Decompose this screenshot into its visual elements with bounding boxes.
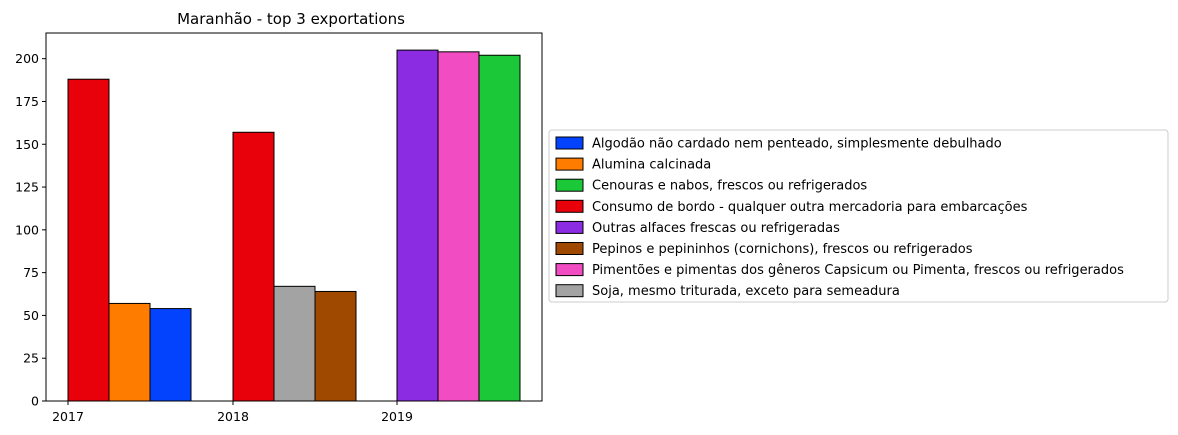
y-tick-label: 0 <box>31 394 39 409</box>
bars <box>67 49 521 402</box>
legend-swatch <box>555 242 584 255</box>
legend-swatch <box>555 199 584 213</box>
y-tick-label: 25 <box>23 351 39 366</box>
legend-swatch <box>555 263 584 277</box>
x-tick-label: 2019 <box>381 409 413 424</box>
legend-label: Cenouras e nabos, frescos ou refrigerado… <box>592 179 867 194</box>
bar-2018-1 <box>232 131 275 402</box>
legend-frame <box>548 129 1169 303</box>
x-tick-label: 2017 <box>52 409 84 424</box>
y-tick-label: 75 <box>23 265 39 280</box>
legend-swatch <box>555 136 584 150</box>
y-tick-label: 125 <box>15 180 39 195</box>
y-axis: 0 25 50 75 100 125 150 175 200 <box>15 51 46 409</box>
legend-label: Pepinos e pepininhos (cornichons), fresc… <box>592 242 973 257</box>
legend-label: Soja, mesmo triturada, exceto para semea… <box>592 284 900 299</box>
x-tick-label: 2018 <box>217 409 249 424</box>
bar-2017-1 <box>67 78 110 402</box>
legend-label: Pimentões e pimentas dos gêneros Capsicu… <box>592 263 1124 278</box>
bar-2018-3 <box>314 290 357 402</box>
x-axis: 2017 2018 2019 <box>52 401 413 424</box>
legend: Algodão não cardado nem penteado, simple… <box>548 129 1169 303</box>
legend-label: Outras alfaces frescas ou refrigeradas <box>592 221 840 236</box>
bar-2019-2 <box>437 51 480 402</box>
legend-label: Alumina calcinada <box>592 158 711 173</box>
legend-swatch <box>555 220 584 234</box>
bar-2017-2 <box>108 302 151 402</box>
y-tick-label: 100 <box>15 222 39 237</box>
chart-title: Maranhão - top 3 exportations <box>177 10 405 28</box>
y-tick-label: 175 <box>15 94 39 109</box>
bar-2019-3 <box>478 54 521 402</box>
plot-frame <box>45 32 543 402</box>
legend-swatch <box>555 157 584 171</box>
legend-swatch <box>555 284 584 298</box>
y-tick-label: 150 <box>15 137 39 152</box>
legend-label: Algodão não cardado nem penteado, simple… <box>592 137 1002 152</box>
bar-2017-3 <box>149 308 192 402</box>
legend-label: Consumo de bordo - qualquer outra mercad… <box>592 200 1028 215</box>
y-tick-label: 50 <box>23 308 39 323</box>
bar-2019-1 <box>396 49 439 402</box>
y-tick-label: 200 <box>15 51 39 66</box>
legend-swatch <box>555 178 584 192</box>
bar-2018-2 <box>273 285 316 402</box>
